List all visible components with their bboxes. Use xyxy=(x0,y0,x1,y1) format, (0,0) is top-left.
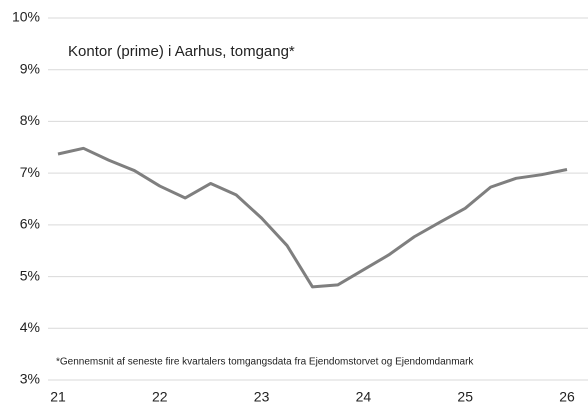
y-tick-label: 8% xyxy=(20,112,40,128)
footnote: *Gennemsnit af seneste fire kvartalers t… xyxy=(56,357,474,368)
x-tick-label: 26 xyxy=(559,389,575,405)
x-tick-label: 22 xyxy=(152,389,168,405)
x-tick-label: 21 xyxy=(50,389,66,405)
x-tick-label: 23 xyxy=(254,389,270,405)
y-tick-label: 9% xyxy=(20,60,40,76)
y-tick-label: 10% xyxy=(12,9,40,25)
x-tick-label: 24 xyxy=(356,389,372,405)
y-tick-label: 7% xyxy=(20,164,40,180)
x-tick-label: 25 xyxy=(457,389,473,405)
y-tick-label: 5% xyxy=(20,267,40,283)
y-tick-label: 3% xyxy=(20,371,40,387)
y-tick-label: 6% xyxy=(20,216,40,232)
chart-title: Kontor (prime) i Aarhus, tomgang* xyxy=(68,43,295,60)
line-series xyxy=(57,146,568,289)
y-tick-label: 4% xyxy=(20,319,40,335)
